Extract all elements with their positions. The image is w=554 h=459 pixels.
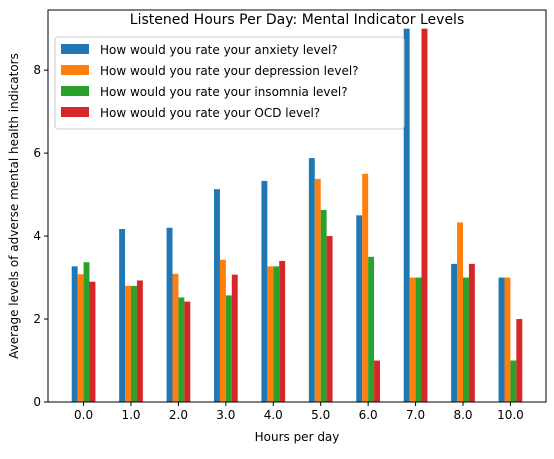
bar [504, 277, 511, 402]
bar [409, 277, 416, 402]
bar [326, 236, 333, 402]
x-tick-label: 7.0 [406, 408, 425, 422]
legend-swatch [61, 44, 89, 54]
y-tick-label: 0 [33, 395, 41, 409]
legend-swatch [61, 107, 89, 117]
bar [83, 262, 90, 402]
y-tick-label: 6 [33, 146, 41, 160]
bar [403, 28, 410, 402]
bar [131, 285, 137, 402]
bar [279, 260, 286, 402]
y-tick-label: 8 [33, 63, 41, 77]
y-tick-label: 4 [33, 229, 41, 243]
x-tick-label: 4.0 [264, 408, 283, 422]
bar [172, 273, 179, 402]
bar [125, 285, 131, 402]
bar [314, 178, 321, 402]
bar [457, 222, 463, 402]
chart-title: Listened Hours Per Day: Mental Indicator… [130, 12, 464, 28]
bar [119, 229, 126, 402]
legend: How would you rate your anxiety level? Ho… [54, 36, 405, 130]
bar [415, 277, 422, 402]
bar [225, 295, 232, 402]
bar [71, 266, 78, 402]
x-axis-label: Hours per day [255, 430, 340, 444]
bar [421, 28, 428, 402]
bar [231, 274, 238, 402]
bar [77, 274, 84, 402]
x-tick-label: 6.0 [359, 408, 378, 422]
plot-frame [47, 9, 547, 403]
bar [320, 209, 327, 402]
bar [374, 360, 380, 402]
bar [89, 281, 96, 402]
bar [451, 263, 458, 402]
bar [468, 263, 475, 402]
x-tick-label: 5.0 [311, 408, 330, 422]
legend-label: How would you rate your insomnia level? [100, 85, 348, 99]
bar [498, 277, 505, 402]
y-axis-label: Average levels of adverse mental health … [7, 53, 21, 359]
legend-box [54, 36, 405, 130]
bar [214, 189, 220, 402]
bar [267, 266, 274, 402]
bar [516, 319, 523, 402]
bar [178, 297, 185, 402]
bar [273, 266, 280, 402]
x-tick-label: 10.0 [497, 408, 524, 422]
bar [356, 215, 363, 402]
bar [166, 227, 173, 402]
bar [308, 158, 315, 402]
bar [510, 360, 517, 402]
legend-label: How would you rate your OCD level? [100, 106, 320, 120]
legend-label: How would you rate your depression level… [100, 64, 359, 78]
x-tick-label: 1.0 [121, 408, 140, 422]
bar [219, 259, 226, 402]
bar [261, 180, 268, 402]
x-tick-label: 2.0 [169, 408, 188, 422]
x-tick-label: 8.0 [453, 408, 472, 422]
bars-group [71, 28, 523, 402]
x-tick-label: 0.0 [74, 408, 93, 422]
legend-label: How would you rate your anxiety level? [100, 43, 338, 57]
bar [463, 277, 469, 402]
legend-swatch [61, 65, 89, 75]
y-axis-ticks: 0 2 4 6 8 [33, 63, 48, 409]
bar [368, 256, 375, 402]
bar [136, 280, 143, 402]
bar [362, 173, 369, 402]
x-axis-ticks: 0.0 1.0 2.0 3.0 4.0 5.0 6.0 7.0 8.0 10.0 [74, 402, 524, 422]
x-tick-label: 3.0 [216, 408, 235, 422]
bar [184, 301, 191, 402]
legend-swatch [61, 86, 89, 96]
y-tick-label: 2 [33, 312, 41, 326]
